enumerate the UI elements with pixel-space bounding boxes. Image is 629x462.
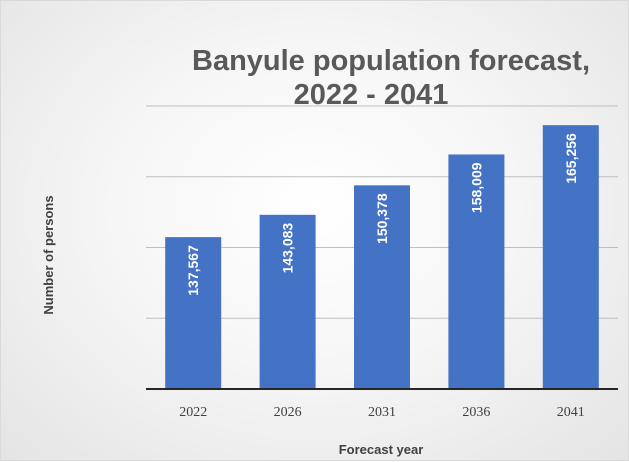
bar-2031 <box>354 185 410 389</box>
data-label-2036: 158,009 <box>468 162 484 213</box>
chart-title-line-1: Banyule population forecast, <box>192 45 590 77</box>
data-label-2022: 137,567 <box>185 245 201 296</box>
x-tick-labels: 2022 2026 2031 2036 2041 <box>179 405 585 420</box>
y-axis-title: Number of persons <box>41 195 56 314</box>
bar-2026 <box>259 214 316 389</box>
bar-series: 137,567 143,083 150,378 158,009 165,256 <box>165 125 599 389</box>
x-axis-title: Forecast year <box>339 442 424 457</box>
x-tick-2036: 2036 <box>462 405 490 420</box>
x-tick-2022: 2022 <box>179 405 207 420</box>
x-tick-2026: 2026 <box>274 405 302 420</box>
bar-2041 <box>542 125 599 389</box>
data-label-2041: 165,256 <box>563 133 579 184</box>
chart-title-line-2: 2022 - 2041 <box>294 79 449 111</box>
data-label-2026: 143,083 <box>280 223 296 274</box>
bar-2022 <box>165 237 222 389</box>
data-label-2031: 150,378 <box>374 193 390 244</box>
bar-2036 <box>448 154 505 389</box>
x-tick-2031: 2031 <box>368 405 396 420</box>
x-tick-2041: 2041 <box>557 405 585 420</box>
